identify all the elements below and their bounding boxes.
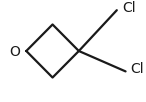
Text: O: O <box>9 44 20 59</box>
Text: Cl: Cl <box>130 62 144 76</box>
Text: Cl: Cl <box>123 1 136 15</box>
